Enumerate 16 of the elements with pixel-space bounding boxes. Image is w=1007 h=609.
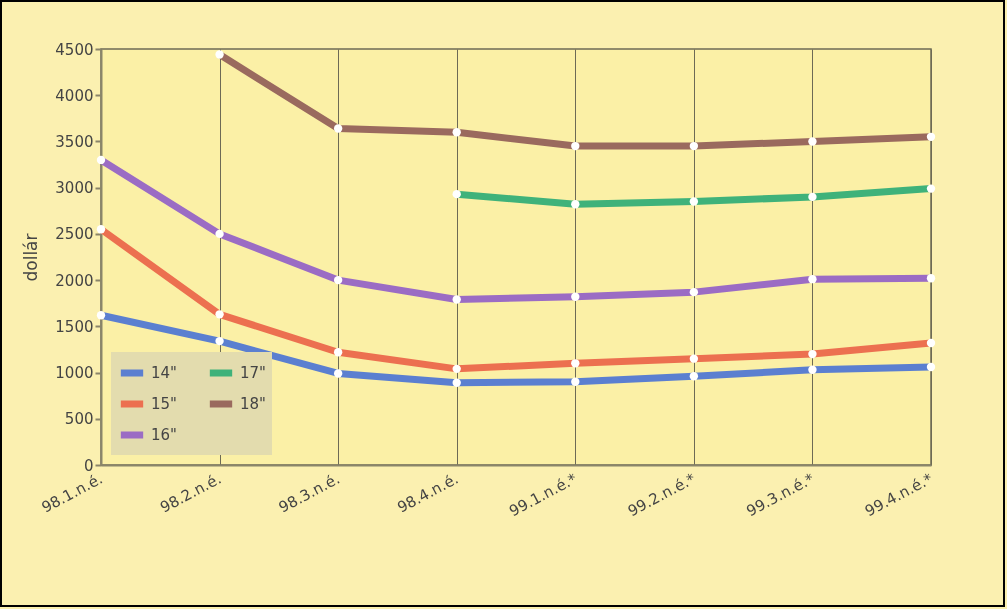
y-tick-label: 4500 xyxy=(55,40,94,59)
legend-label: 16" xyxy=(151,426,177,444)
y-tick-label: 2000 xyxy=(55,271,94,290)
y-tick-label: 500 xyxy=(64,410,94,429)
legend-label: 15" xyxy=(151,395,177,413)
y-tick-label: 0 xyxy=(83,456,94,475)
y-tick-label: 3500 xyxy=(55,132,94,151)
y-tick-label: 4000 xyxy=(55,86,94,105)
y-tick-label: 1500 xyxy=(55,317,94,336)
y-axis-title: dollár xyxy=(21,233,42,282)
y-tick-label: 1000 xyxy=(55,364,94,383)
y-tick-label: 2500 xyxy=(55,225,94,244)
legend-label: 17" xyxy=(240,364,266,382)
legend-label: 18" xyxy=(240,395,266,413)
y-tick-label: 3000 xyxy=(55,179,94,198)
legend-label: 14" xyxy=(151,364,177,382)
